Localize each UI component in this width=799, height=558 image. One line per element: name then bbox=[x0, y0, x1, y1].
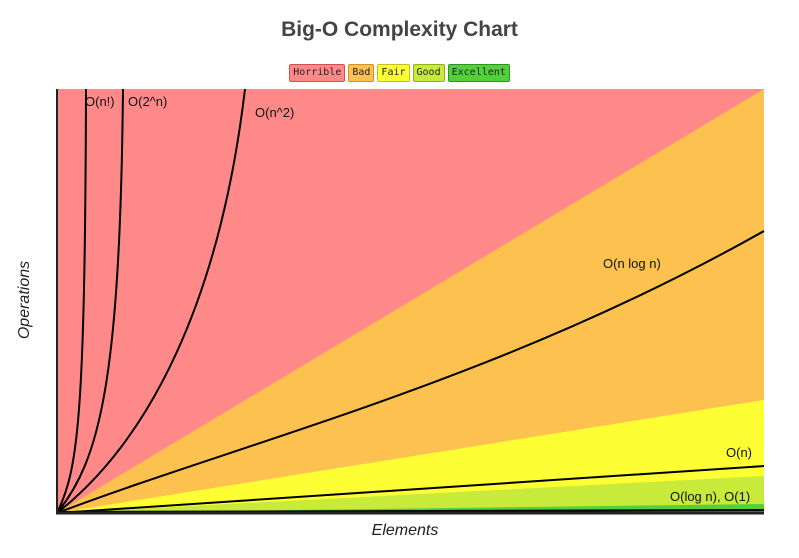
label-log-constant: O(log n), O(1) bbox=[670, 489, 751, 504]
label-linear: O(n) bbox=[726, 445, 752, 460]
curve-quadratic bbox=[56, 88, 246, 514]
curve-nlogn bbox=[56, 230, 765, 514]
region-fair bbox=[57, 400, 764, 513]
legend-fair: Fair bbox=[377, 64, 410, 82]
legend-bad: Bad bbox=[348, 64, 375, 82]
label-nlogn: O(n log n) bbox=[603, 256, 661, 271]
chart-title: Big-O Complexity Chart bbox=[281, 18, 518, 41]
legend-excellent: Excellent bbox=[447, 64, 510, 82]
label-quadratic: O(n^2) bbox=[255, 105, 295, 120]
curve-factorial bbox=[56, 88, 87, 514]
y-axis-label: Operations bbox=[16, 260, 33, 340]
region-good bbox=[57, 476, 764, 513]
curve-exponential bbox=[56, 88, 124, 514]
curve-linear bbox=[56, 465, 765, 514]
x-axis-label: Elements bbox=[371, 522, 439, 539]
legend-horrible: Horrible bbox=[289, 64, 346, 82]
label-exponential: O(2^n) bbox=[128, 94, 168, 109]
chart-legend: Horrible Bad Fair Good Excellent bbox=[0, 64, 799, 82]
region-bad bbox=[57, 89, 764, 513]
label-factorial: O(n!) bbox=[85, 94, 115, 109]
legend-good: Good bbox=[412, 64, 445, 82]
